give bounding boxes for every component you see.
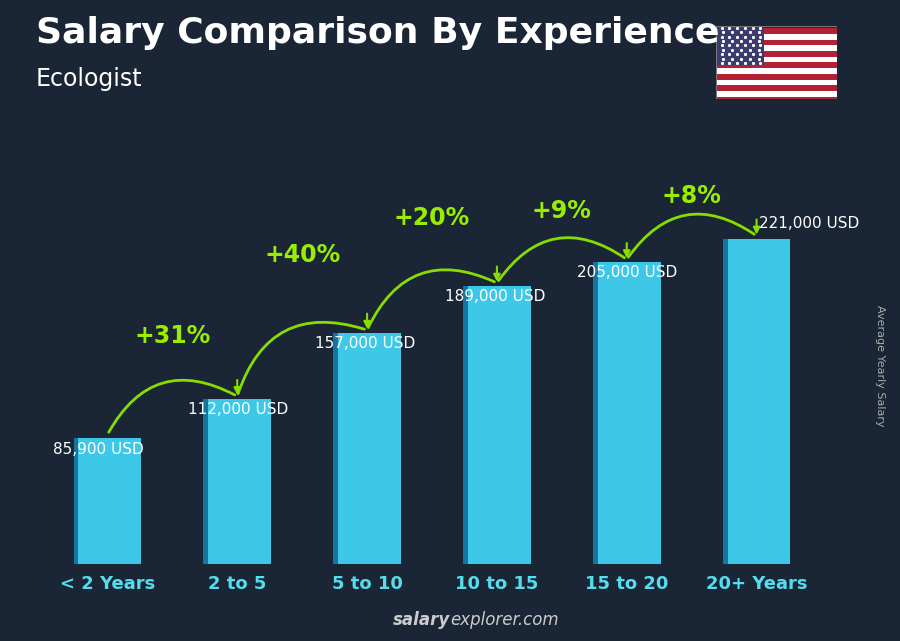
Text: +8%: +8% xyxy=(662,184,722,208)
Bar xyxy=(716,85,837,91)
Bar xyxy=(716,79,837,85)
Bar xyxy=(716,34,837,40)
Text: 157,000 USD: 157,000 USD xyxy=(315,336,416,351)
Bar xyxy=(716,91,837,97)
Bar xyxy=(333,333,338,564)
Text: 205,000 USD: 205,000 USD xyxy=(578,265,678,280)
Bar xyxy=(74,438,141,564)
Bar xyxy=(723,239,790,564)
Text: salary: salary xyxy=(392,612,450,629)
Text: 85,900 USD: 85,900 USD xyxy=(53,442,144,457)
Bar xyxy=(464,286,531,564)
Text: Ecologist: Ecologist xyxy=(36,67,142,91)
Bar xyxy=(716,57,837,63)
Text: +9%: +9% xyxy=(532,199,592,223)
Bar xyxy=(464,286,468,564)
Bar xyxy=(716,26,764,65)
Text: Salary Comparison By Experience: Salary Comparison By Experience xyxy=(36,16,719,50)
Bar xyxy=(593,262,661,564)
Bar xyxy=(203,399,208,564)
Bar xyxy=(723,239,727,564)
Bar xyxy=(716,51,837,57)
Bar xyxy=(203,399,271,564)
Text: 221,000 USD: 221,000 USD xyxy=(760,217,860,231)
Bar xyxy=(716,28,837,34)
Bar xyxy=(716,68,837,74)
Bar xyxy=(716,74,837,79)
Bar xyxy=(716,40,837,46)
Text: +40%: +40% xyxy=(264,243,340,267)
Bar xyxy=(716,97,837,102)
Text: 189,000 USD: 189,000 USD xyxy=(445,289,545,304)
Bar xyxy=(716,46,837,51)
Text: +20%: +20% xyxy=(394,206,470,230)
Bar xyxy=(593,262,598,564)
Text: explorer.com: explorer.com xyxy=(450,612,559,629)
Bar xyxy=(716,63,837,68)
Bar xyxy=(74,438,78,564)
Text: 112,000 USD: 112,000 USD xyxy=(188,402,288,417)
Text: +31%: +31% xyxy=(134,324,211,348)
Bar xyxy=(333,333,400,564)
Text: Average Yearly Salary: Average Yearly Salary xyxy=(875,304,886,426)
